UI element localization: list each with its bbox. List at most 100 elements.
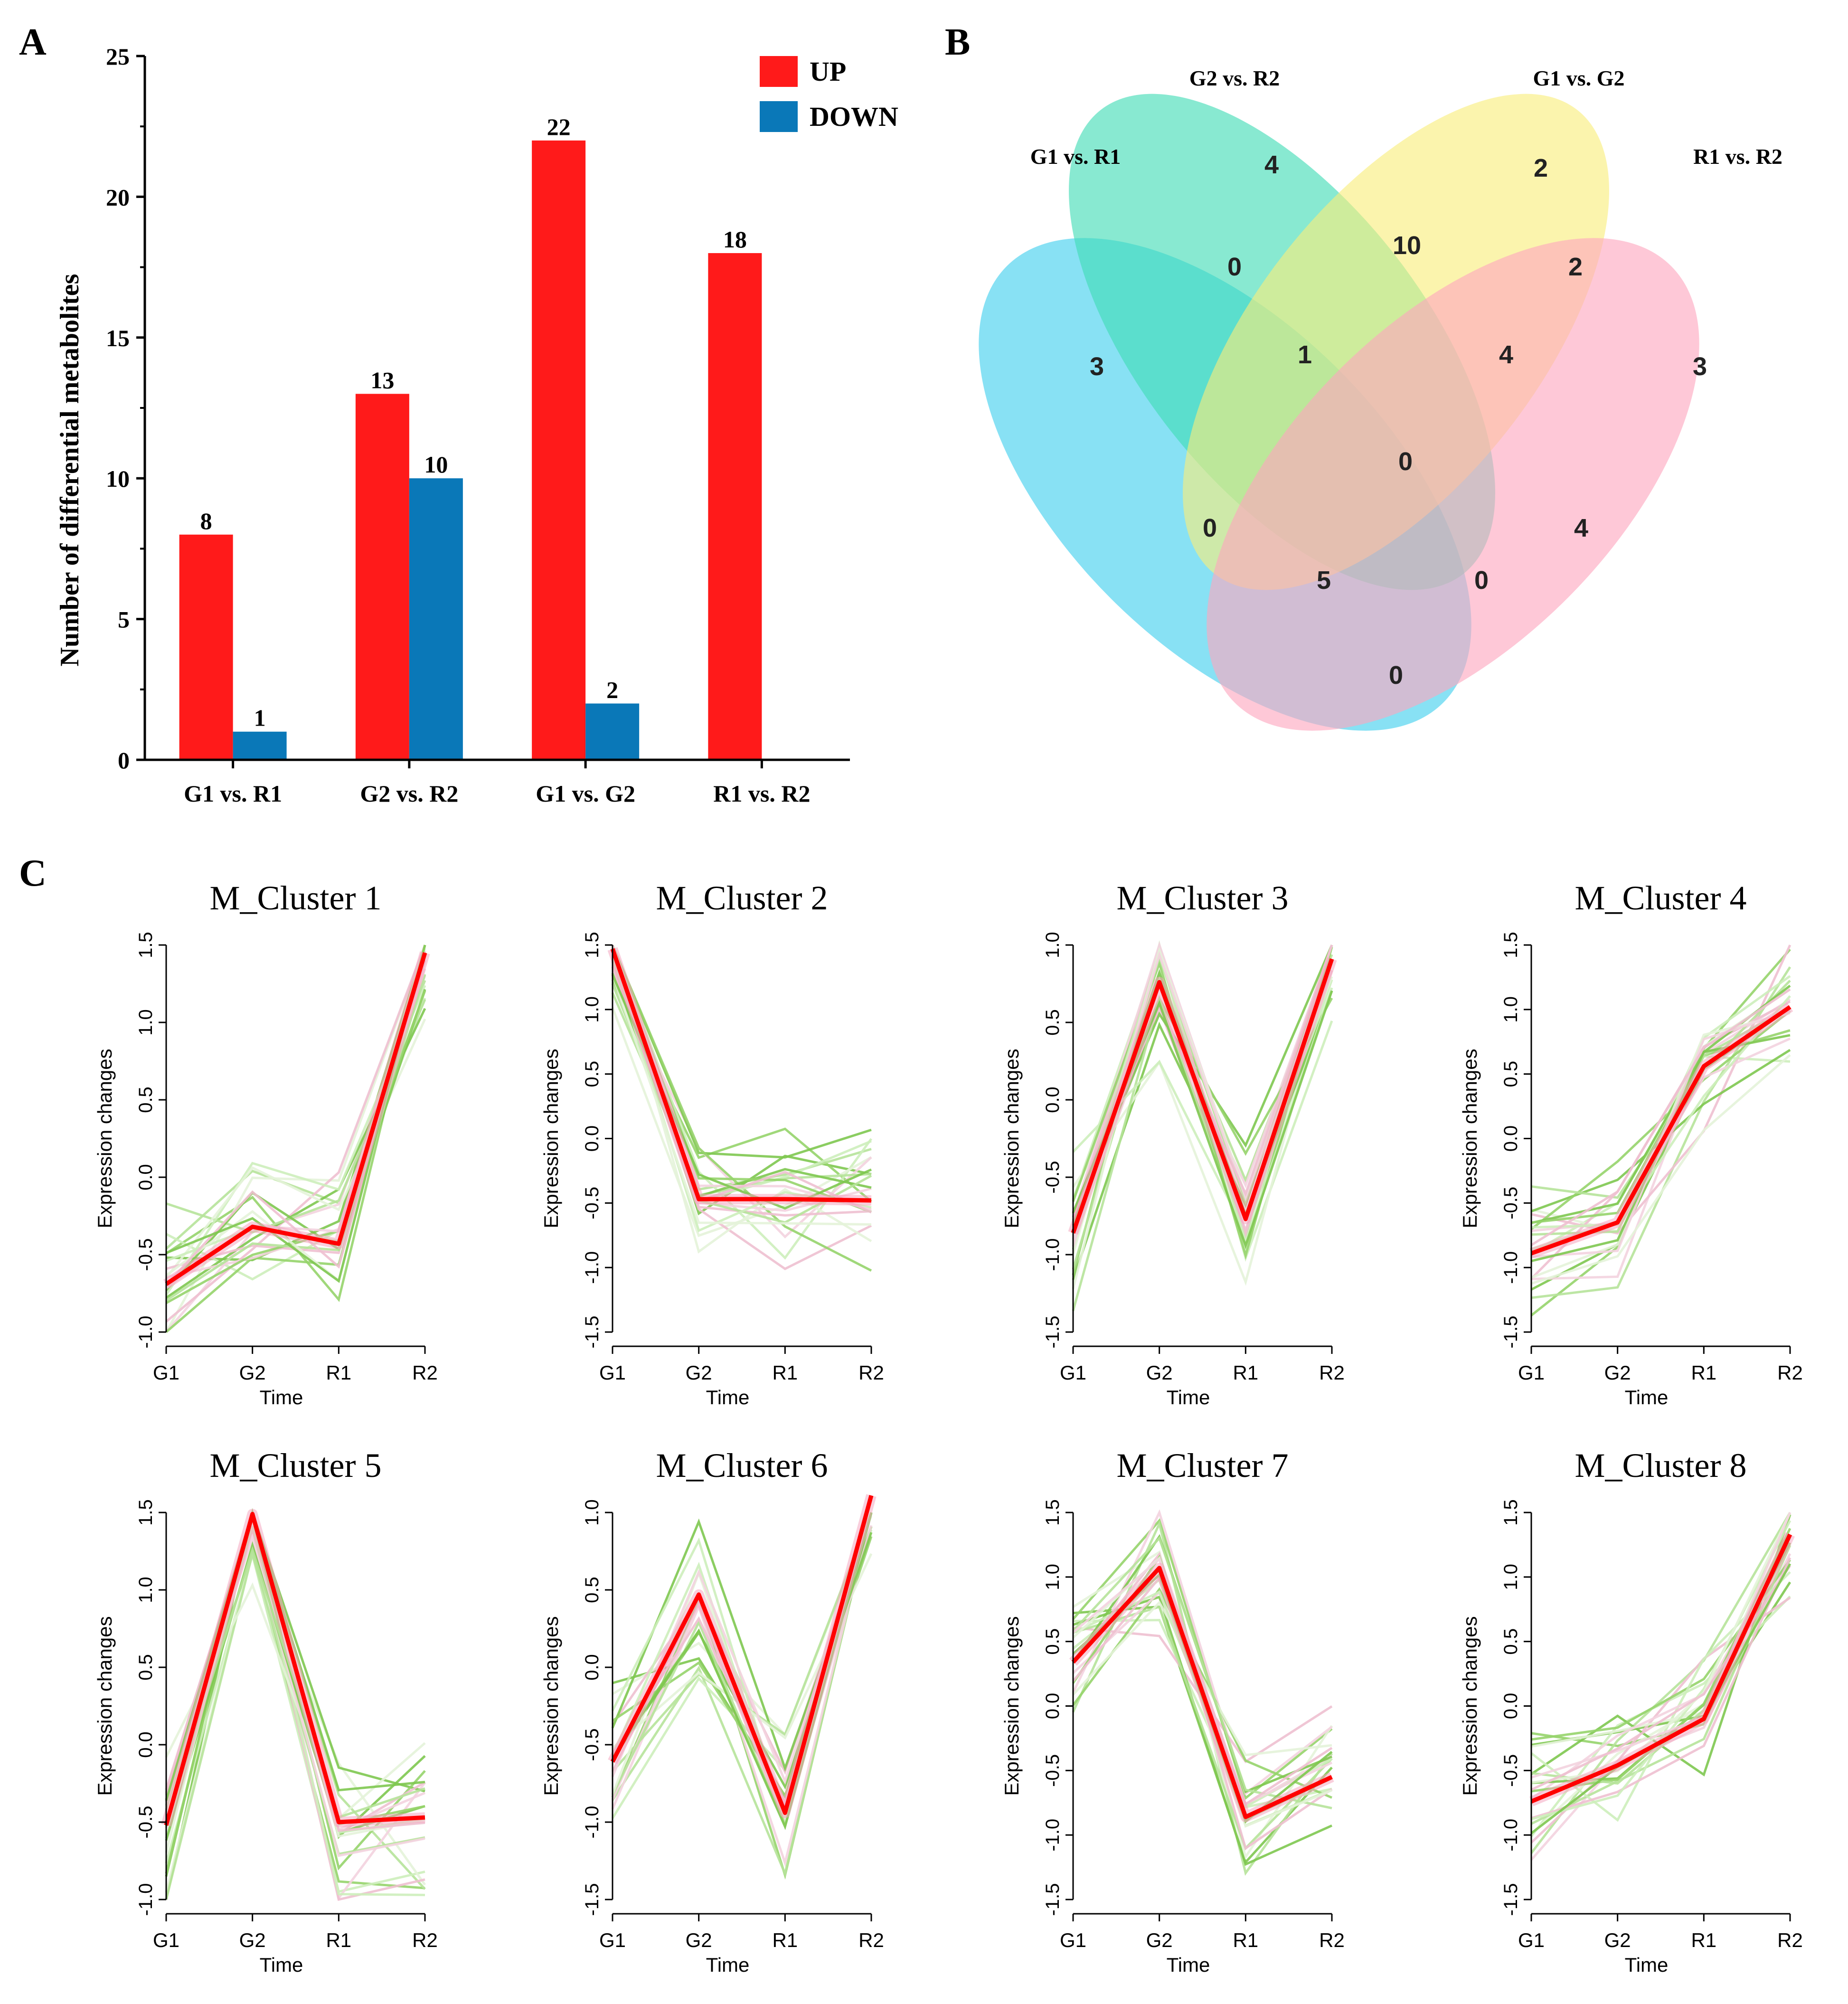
bar-y-tick-label: 25 <box>106 43 130 70</box>
cluster-y-axis-title: Expression changes <box>94 1049 116 1228</box>
bar-x-tick-label: G2 vs. R2 <box>360 780 458 807</box>
venn-set-ellipse <box>1207 238 1699 731</box>
cluster-y-tick-label: -1.0 <box>1042 1238 1063 1271</box>
cluster-x-axis-title: Time <box>706 1386 750 1408</box>
cluster-y-tick-label: -1.5 <box>1042 1316 1063 1349</box>
cluster-y-tick-label: 0.5 <box>582 1061 603 1087</box>
venn-region-count: 4 <box>1264 151 1279 179</box>
cluster-y-tick-label: 0.5 <box>135 1654 156 1681</box>
bar-value-label: 13 <box>370 367 394 393</box>
cluster-plot: M_Cluster 1 -1.0 -0.5 0.0 0.5 1.0 1.5 Expressio… <box>94 879 438 1408</box>
cluster-y-tick-label: 0.0 <box>135 1731 156 1758</box>
cluster-x-tick-label: R1 <box>1233 1361 1258 1384</box>
cluster-y-tick-label: -0.5 <box>1500 1187 1521 1219</box>
cluster-y-tick-label: 0.0 <box>1042 1087 1063 1113</box>
cluster-member-line <box>165 1550 425 1893</box>
bar-x-axis: G1 vs. R1 G2 vs. R2 G1 vs. G2 R1 vs. R2 <box>145 758 850 807</box>
cluster-x-tick-label: G1 <box>1060 1929 1086 1951</box>
cluster-title: M_Cluster 7 <box>1116 1446 1288 1484</box>
cluster-x-tick-label: R2 <box>858 1361 884 1384</box>
cluster-y-axis-title: Expression changes <box>1459 1616 1481 1796</box>
cluster-x-tick-label: G2 <box>239 1929 266 1951</box>
cluster-y-tick-label: 1.5 <box>1500 932 1521 958</box>
cluster-x-tick-label: G2 <box>1604 1361 1631 1384</box>
cluster-plot: M_Cluster 6 -1.5 -1.0 -0.5 0.0 0.5 1.0 Expressi… <box>540 1446 884 1976</box>
cluster-y-tick-label: 1.0 <box>135 1577 156 1603</box>
bar-y-tick-label: 20 <box>106 184 130 210</box>
legend-swatch-up <box>760 56 798 87</box>
cluster-x-tick-label: R2 <box>858 1929 884 1951</box>
cluster-member-line <box>1531 1054 1791 1285</box>
cluster-member-line <box>165 945 426 1323</box>
cluster-x-tick-label: R2 <box>412 1929 438 1951</box>
cluster-member-line <box>1531 1557 1791 1820</box>
cluster-y-tick-label: 0.0 <box>582 1654 603 1681</box>
venn-region-count: 0 <box>1398 447 1413 476</box>
cluster-member-line <box>1072 1509 1333 1796</box>
cluster-x-tick-label: R2 <box>1777 1929 1803 1951</box>
cluster-y-tick-label: -0.5 <box>135 1806 156 1839</box>
cluster-x-tick-label: R1 <box>1233 1929 1258 1951</box>
cluster-title: M_Cluster 4 <box>1575 879 1746 917</box>
cluster-x-axis-title: Time <box>260 1386 303 1408</box>
cluster-y-tick-label: 0.0 <box>1500 1125 1521 1152</box>
venn-set-label: R1 vs. R2 <box>1693 144 1782 169</box>
cluster-y-tick-label: -0.5 <box>1042 1161 1063 1194</box>
cluster-x-tick-label: G2 <box>1146 1929 1173 1951</box>
venn-region-count: 5 <box>1317 566 1331 595</box>
legend-label-up: UP <box>810 56 846 87</box>
venn-set-labels: G1 vs. R1 G2 vs. R2 G1 vs. G2 R1 vs. R2 <box>1030 66 1782 169</box>
bar-x-tick-label: R1 vs. R2 <box>713 780 810 807</box>
bar-up <box>355 394 409 760</box>
cluster-y-tick-label: 0.5 <box>1500 1628 1521 1655</box>
venn-region-count: 0 <box>1389 661 1403 690</box>
cluster-title: M_Cluster 8 <box>1575 1446 1746 1484</box>
cluster-y-tick-label: 0.0 <box>1500 1693 1521 1720</box>
bar-chart-panel: A Number of differential metabolites 0 5 1… <box>19 21 898 807</box>
cluster-y-tick-label: -0.5 <box>1500 1754 1521 1787</box>
cluster-x-tick-label: R1 <box>772 1929 798 1951</box>
venn-region-count: 4 <box>1499 340 1513 369</box>
cluster-y-tick-label: 1.0 <box>1500 1564 1521 1590</box>
cluster-x-tick-label: R2 <box>1319 1929 1345 1951</box>
cluster-y-tick-label: -0.5 <box>582 1729 603 1761</box>
venn-set-label: G2 vs. R2 <box>1189 66 1280 90</box>
cluster-x-tick-label: R1 <box>326 1929 351 1951</box>
venn-region-count: 2 <box>1568 253 1583 281</box>
cluster-plot: M_Cluster 5 -1.0 -0.5 0.0 0.5 1.0 1.5 Expressio… <box>94 1446 438 1976</box>
venn-region-count: 0 <box>1227 253 1242 281</box>
cluster-y-tick-label: 1.5 <box>582 932 603 958</box>
cluster-y-tick-label: -1.0 <box>582 1251 603 1284</box>
cluster-y-tick-label: 0.5 <box>1500 1061 1521 1087</box>
cluster-y-tick-label: 0.0 <box>135 1164 156 1191</box>
panel-label-c: C <box>19 852 47 894</box>
venn-panel: B G1 vs. R1 G2 vs. R2 G1 vs. G2 R1 vs. R2 4… <box>945 21 1782 731</box>
cluster-y-tick-label: 1.5 <box>135 1499 156 1526</box>
cluster-member-line <box>1530 1512 1791 1854</box>
cluster-y-tick-label: 1.5 <box>135 932 156 958</box>
cluster-y-tick-label: 1.0 <box>1042 1564 1063 1590</box>
bar-y-tick-label: 15 <box>106 325 130 351</box>
cluster-y-tick-label: 0.5 <box>1042 1628 1063 1655</box>
cluster-trend-line <box>1071 958 1334 1234</box>
cluster-y-tick-label: -0.5 <box>582 1187 603 1219</box>
panel-label-b: B <box>945 21 970 63</box>
bar-value-label: 1 <box>254 705 266 731</box>
venn-region-count: 10 <box>1393 231 1421 260</box>
cluster-x-tick-label: G1 <box>599 1929 626 1951</box>
panel-label-a: A <box>19 21 47 63</box>
cluster-y-tick-label: 1.5 <box>1500 1499 1521 1526</box>
cluster-y-tick-label: -1.0 <box>135 1883 156 1916</box>
bar-value-label: 22 <box>547 113 571 140</box>
legend-label-down: DOWN <box>810 101 898 132</box>
cluster-x-tick-label: G2 <box>1604 1929 1631 1951</box>
venn-set-label: G1 vs. G2 <box>1533 66 1625 90</box>
bar-up <box>708 253 762 760</box>
bar-value-label: 8 <box>200 508 212 534</box>
cluster-y-tick-label: 1.0 <box>135 1009 156 1036</box>
bar-value-label: 18 <box>723 226 747 253</box>
cluster-y-axis-title: Expression changes <box>1000 1049 1023 1228</box>
cluster-x-axis-title: Time <box>1625 1954 1669 1976</box>
bar-y-tick-label: 0 <box>118 747 130 774</box>
cluster-y-tick-label: 1.5 <box>1042 1499 1063 1526</box>
